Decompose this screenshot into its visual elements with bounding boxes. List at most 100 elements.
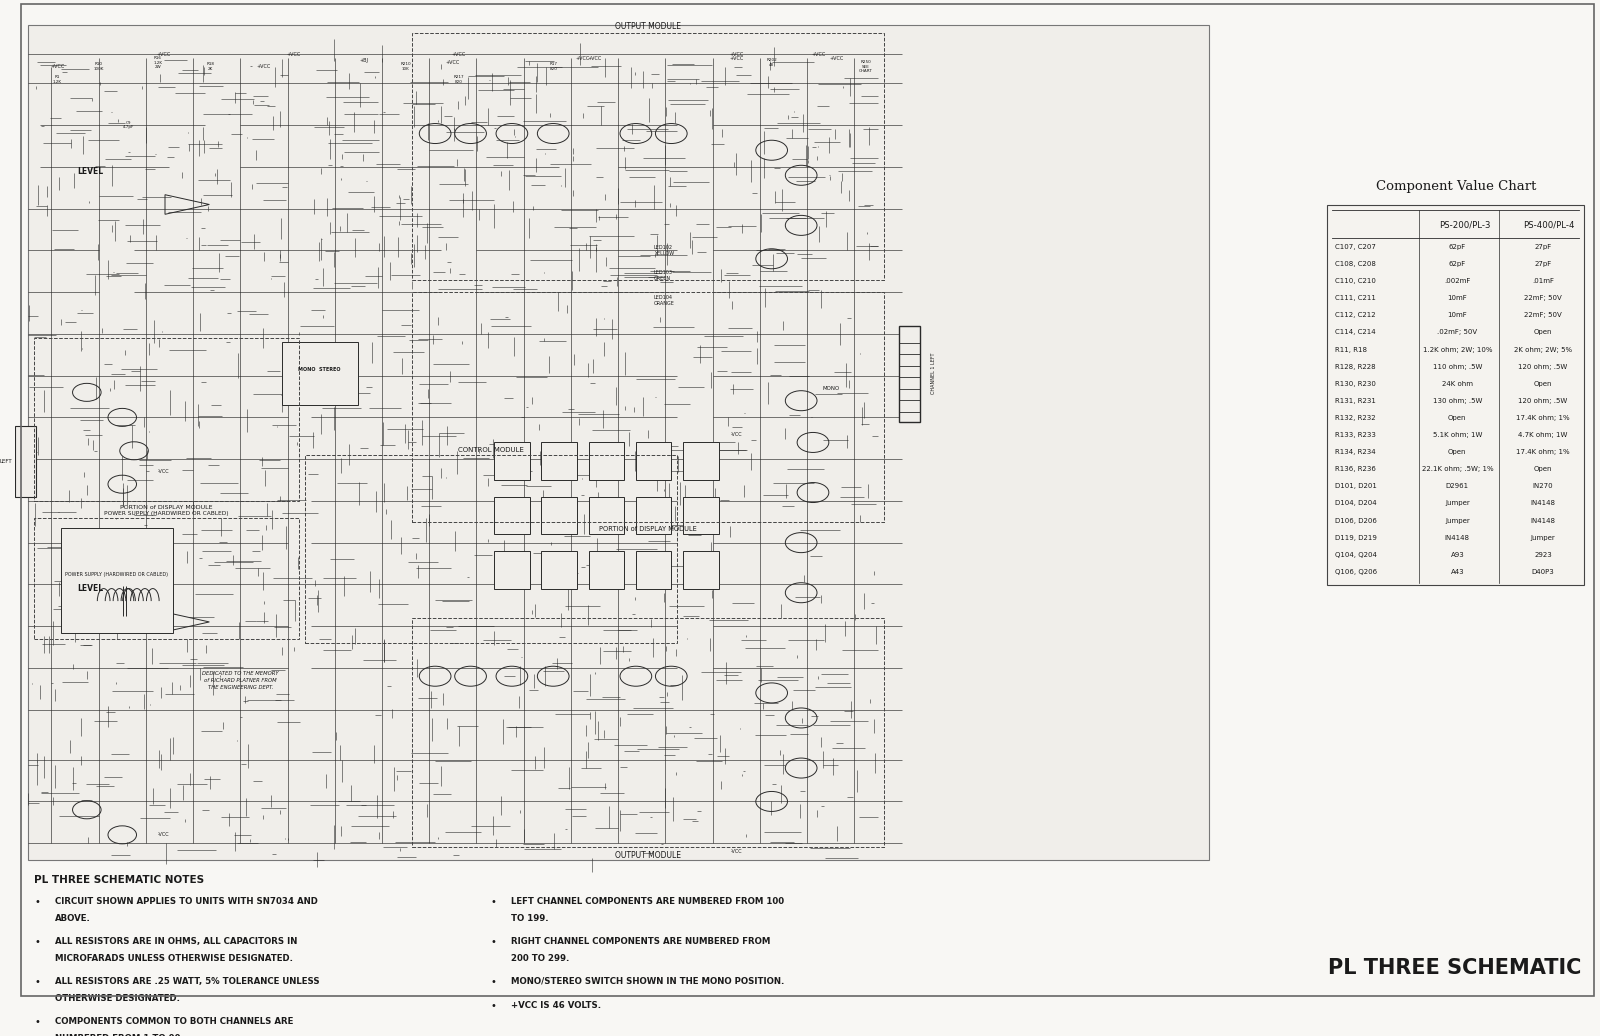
Text: 200 TO 299.: 200 TO 299. xyxy=(510,954,570,962)
Text: 110 ohm; .5W: 110 ohm; .5W xyxy=(1432,364,1482,370)
Text: LEVEL: LEVEL xyxy=(77,167,104,176)
Text: 62pF: 62pF xyxy=(1448,243,1466,250)
Bar xyxy=(635,551,672,588)
Text: Open: Open xyxy=(1534,466,1552,472)
Text: LEVEL: LEVEL xyxy=(77,584,104,593)
Bar xyxy=(541,551,578,588)
Text: Q106, Q206: Q106, Q206 xyxy=(1336,569,1378,575)
Text: 27pF: 27pF xyxy=(1534,261,1552,267)
Text: CIRCUIT SHOWN APPLIES TO UNITS WITH SN7034 AND: CIRCUIT SHOWN APPLIES TO UNITS WITH SN70… xyxy=(54,897,318,905)
Text: MONO: MONO xyxy=(822,385,840,391)
Text: 5.1K ohm; 1W: 5.1K ohm; 1W xyxy=(1432,432,1482,438)
Text: 2K ohm; 2W; 5%: 2K ohm; 2W; 5% xyxy=(1514,347,1573,352)
Text: CHANNEL 1 LEFT: CHANNEL 1 LEFT xyxy=(931,353,936,395)
Text: +VCC: +VCC xyxy=(730,56,744,61)
Text: •: • xyxy=(34,1017,40,1027)
Bar xyxy=(635,496,672,535)
Bar xyxy=(34,518,299,638)
Text: Component Value Chart: Component Value Chart xyxy=(1376,180,1536,193)
Text: NUMBERED FROM 1 TO 99.: NUMBERED FROM 1 TO 99. xyxy=(54,1034,184,1036)
Text: +VCC: +VCC xyxy=(811,52,826,57)
Text: C107, C207: C107, C207 xyxy=(1336,243,1376,250)
Bar xyxy=(899,325,920,422)
Text: IN4148: IN4148 xyxy=(1445,535,1470,541)
Text: +VCC: +VCC xyxy=(829,56,843,61)
Text: R217
820: R217 820 xyxy=(453,75,464,84)
Text: +VCC: +VCC xyxy=(576,56,590,61)
Bar xyxy=(14,426,37,496)
Text: R133, R233: R133, R233 xyxy=(1336,432,1376,438)
Text: LED102
YELLOW: LED102 YELLOW xyxy=(653,246,674,256)
Text: -VCC: -VCC xyxy=(731,850,742,854)
Text: ALL RESISTORS ARE .25 WATT, 5% TOLERANCE UNLESS: ALL RESISTORS ARE .25 WATT, 5% TOLERANCE… xyxy=(54,977,320,986)
Bar xyxy=(34,338,299,500)
Text: 120 ohm; .5W: 120 ohm; .5W xyxy=(1518,364,1568,370)
Text: •: • xyxy=(491,977,496,987)
Text: OUTPUT MODULE: OUTPUT MODULE xyxy=(614,23,680,31)
Bar xyxy=(61,528,173,633)
Text: IN4148: IN4148 xyxy=(1531,518,1555,523)
Bar xyxy=(494,551,530,588)
Text: R132, R232: R132, R232 xyxy=(1336,415,1376,421)
Text: 1.2K ohm; 2W; 10%: 1.2K ohm; 2W; 10% xyxy=(1422,347,1493,352)
Text: MONO  STEREO: MONO STEREO xyxy=(298,368,341,372)
Text: R136, R236: R136, R236 xyxy=(1336,466,1376,472)
Text: RIGHT CHANNEL COMPONENTS ARE NUMBERED FROM: RIGHT CHANNEL COMPONENTS ARE NUMBERED FR… xyxy=(510,937,771,946)
Text: R131, R231: R131, R231 xyxy=(1336,398,1376,404)
Text: LEFT CHANNEL COMPONENTS ARE NUMBERED FROM 100: LEFT CHANNEL COMPONENTS ARE NUMBERED FRO… xyxy=(510,897,784,905)
Text: •: • xyxy=(34,937,40,947)
Text: +BJ: +BJ xyxy=(360,58,368,62)
Bar xyxy=(282,342,358,405)
Text: -VCC: -VCC xyxy=(731,432,742,436)
Bar xyxy=(411,617,883,847)
Text: PORTION of DISPLAY MODULE: PORTION of DISPLAY MODULE xyxy=(598,525,696,531)
Text: R18
2K: R18 2K xyxy=(206,62,214,71)
Text: PL THREE SCHEMATIC: PL THREE SCHEMATIC xyxy=(1328,958,1581,978)
Text: D104, D204: D104, D204 xyxy=(1336,500,1378,507)
Text: C114, C214: C114, C214 xyxy=(1336,329,1376,336)
Text: OUTPUT MODULE: OUTPUT MODULE xyxy=(614,852,680,860)
Bar xyxy=(589,442,624,480)
Text: +VCC IS 46 VOLTS.: +VCC IS 46 VOLTS. xyxy=(510,1001,602,1010)
Text: Open: Open xyxy=(1448,450,1467,455)
Text: +VCC: +VCC xyxy=(258,64,270,69)
Text: IN270: IN270 xyxy=(1533,484,1554,489)
Text: +VCC: +VCC xyxy=(50,64,64,69)
Text: -VCC: -VCC xyxy=(158,832,170,837)
Text: Open: Open xyxy=(1448,415,1467,421)
Text: 10mF: 10mF xyxy=(1448,313,1467,318)
Text: PORTION of DISPLAY MODULE: PORTION of DISPLAY MODULE xyxy=(120,505,213,510)
Text: D40P3: D40P3 xyxy=(1531,569,1554,575)
Text: TO 199.: TO 199. xyxy=(510,914,549,923)
Text: Jumper: Jumper xyxy=(1445,500,1470,507)
Text: +VCC: +VCC xyxy=(587,56,602,61)
Text: A93: A93 xyxy=(1451,552,1464,557)
Text: 62pF: 62pF xyxy=(1448,261,1466,267)
Text: POWER SUPPLY (HARDWIRED OR CABLED): POWER SUPPLY (HARDWIRED OR CABLED) xyxy=(66,572,168,577)
Bar xyxy=(683,551,718,588)
Text: 22mF; 50V: 22mF; 50V xyxy=(1525,295,1562,301)
Text: R17
820: R17 820 xyxy=(549,62,557,71)
Bar xyxy=(589,496,624,535)
Text: R10
100K: R10 100K xyxy=(93,62,104,71)
Text: OTHERWISE DESIGNATED.: OTHERWISE DESIGNATED. xyxy=(54,994,179,1003)
Text: IN4148: IN4148 xyxy=(1531,500,1555,507)
Text: Open: Open xyxy=(1534,381,1552,386)
Text: 27pF: 27pF xyxy=(1534,243,1552,250)
Text: D119, D219: D119, D219 xyxy=(1336,535,1378,541)
Text: 4.7K ohm; 1W: 4.7K ohm; 1W xyxy=(1518,432,1568,438)
Text: 120 ohm; .5W: 120 ohm; .5W xyxy=(1518,398,1568,404)
Text: 24K ohm: 24K ohm xyxy=(1442,381,1474,386)
Text: Q104, Q204: Q104, Q204 xyxy=(1336,552,1378,557)
Text: +VCC: +VCC xyxy=(286,52,301,57)
Bar xyxy=(27,25,1208,860)
Text: D101, D201: D101, D201 xyxy=(1336,484,1378,489)
Text: PS-400/PL-4: PS-400/PL-4 xyxy=(1523,221,1574,229)
Bar xyxy=(683,442,718,480)
Text: LEFT: LEFT xyxy=(0,459,11,464)
Text: 130 ohm; .5W: 130 ohm; .5W xyxy=(1432,398,1482,404)
Text: +VCC: +VCC xyxy=(157,52,171,57)
Text: 22mF; 50V: 22mF; 50V xyxy=(1525,313,1562,318)
Bar xyxy=(635,442,672,480)
Text: .02mF; 50V: .02mF; 50V xyxy=(1437,329,1477,336)
